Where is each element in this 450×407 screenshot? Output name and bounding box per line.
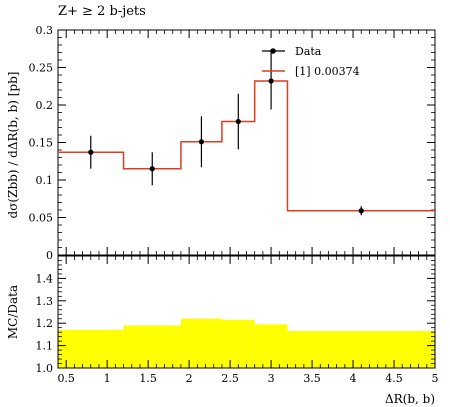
- ratio-y-tick-label: 1.1: [36, 340, 54, 353]
- ratio-y-tick-label: 1.3: [36, 295, 54, 308]
- ratio-band-bin: [123, 325, 181, 368]
- ratio-y-tick-label: 1.4: [36, 272, 54, 285]
- main-y-tick-label: 0.15: [29, 137, 54, 150]
- x-tick-label: 0.5: [57, 372, 75, 385]
- x-tick-label: 3: [268, 372, 275, 385]
- ratio-band-bin: [287, 331, 435, 368]
- main-y-tick-label: 0.3: [36, 24, 54, 37]
- ratio-y-tick-label: 1.2: [36, 317, 54, 330]
- data-point: [235, 118, 241, 125]
- x-tick-label: 3.5: [303, 372, 321, 385]
- x-tick-label: 2: [186, 372, 193, 385]
- legend-data-marker: [270, 48, 276, 54]
- main-panel: 0 0.05 0.1 0.15 0.2 0.25 0.3: [29, 24, 436, 262]
- main-y-tick-label: 0: [46, 249, 53, 262]
- main-y-axis-label: dσ(Zbb) / dΔR(b, b) [pb]: [6, 72, 20, 219]
- main-plot-frame: [57, 29, 436, 256]
- ratio-panel: 1.0 1.1 1.2 1.3 1.4 0.5 1 1.5 2 2.5 3 3.5 4 4.5 5: [36, 255, 439, 385]
- main-y-tick-label: 0.05: [29, 212, 54, 225]
- x-tick-label: 1: [104, 372, 111, 385]
- main-y-tick-label: 0.2: [36, 99, 54, 112]
- main-y-tick-label: 0.25: [29, 62, 54, 75]
- data-point: [268, 78, 274, 84]
- x-tick-label: 2.5: [221, 372, 239, 385]
- ratio-band-bin: [58, 329, 124, 368]
- data-point: [358, 208, 364, 214]
- main-y-tick-label: 0.1: [36, 174, 54, 187]
- mc-step-line: [58, 80, 435, 212]
- chart-title: Z+ ≥ 2 b-jets: [58, 4, 146, 19]
- ratio-y-axis-label: MC/Data: [6, 285, 20, 339]
- x-tick-label: 1.5: [139, 372, 157, 385]
- legend-mc-label: [1] 0.00374: [295, 65, 360, 78]
- data-point: [198, 139, 205, 145]
- x-tick-label: 4: [350, 372, 357, 385]
- x-tick-label: 5: [432, 372, 439, 385]
- ratio-band-bin: [221, 319, 255, 368]
- data-point: [149, 166, 155, 172]
- data-point: [88, 149, 94, 155]
- ratio-y-tick-label: 1.0: [36, 362, 54, 375]
- legend: Data [1] 0.00374: [262, 45, 360, 78]
- x-tick-label: 4.5: [385, 372, 403, 385]
- ratio-band-bin: [180, 318, 222, 368]
- legend-data-label: Data: [295, 45, 322, 58]
- x-axis-label: ΔR(b, b): [385, 392, 435, 406]
